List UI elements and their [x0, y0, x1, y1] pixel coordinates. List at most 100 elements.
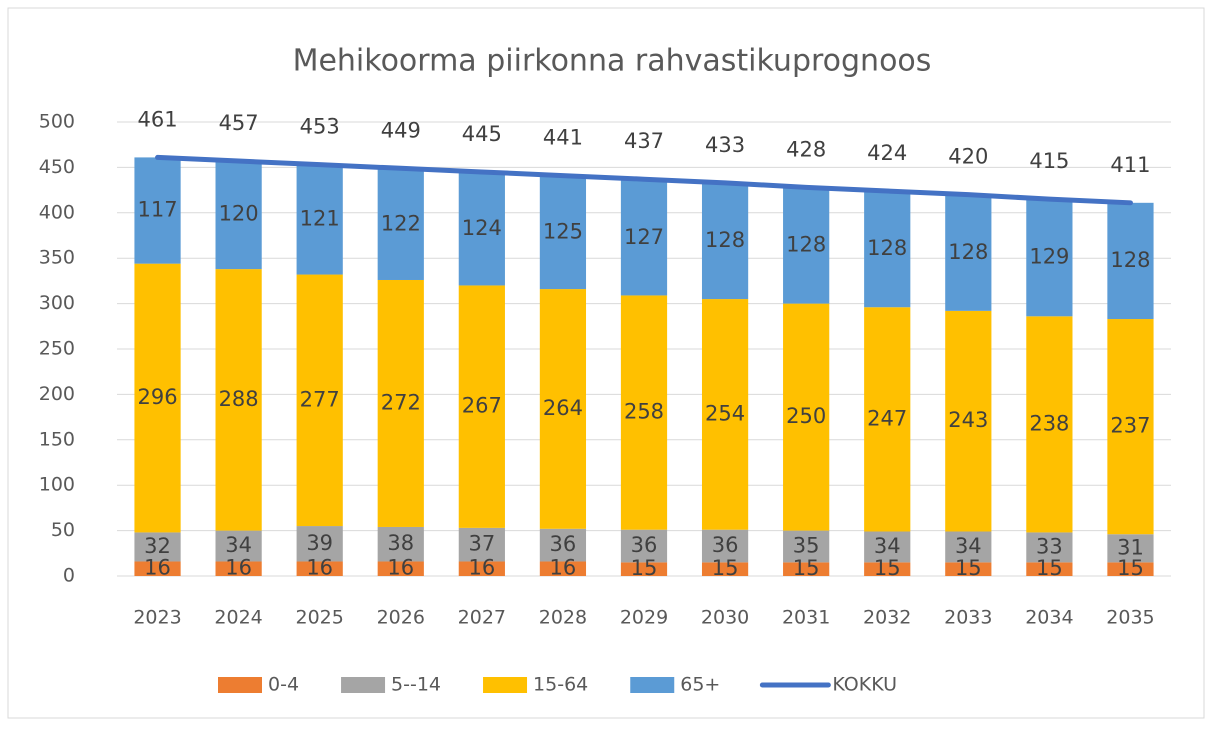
- x-tick-label: 2027: [458, 607, 506, 629]
- x-tick-label: 2032: [863, 607, 911, 629]
- data-label: 15: [955, 556, 982, 580]
- data-label: 16: [144, 556, 171, 580]
- bar-segment: [215, 530, 262, 562]
- bar-segment: [783, 530, 830, 563]
- bar-segment: [1107, 319, 1154, 535]
- y-tick-label: 150: [39, 428, 75, 450]
- data-label: 129: [1029, 245, 1069, 269]
- bar-segment: [864, 307, 911, 532]
- bar-segment: [945, 531, 992, 563]
- bar-segment: [620, 295, 668, 530]
- data-label: 267: [462, 394, 502, 418]
- data-label: 424: [867, 141, 907, 165]
- data-label: 120: [219, 202, 259, 226]
- x-tick-label: 2028: [539, 607, 587, 629]
- legend-label: 5--14: [391, 674, 441, 696]
- data-label: 461: [137, 107, 177, 131]
- legend-swatch: [218, 677, 262, 693]
- bar-segment: [1026, 532, 1073, 563]
- data-label: 415: [1029, 149, 1069, 173]
- bar-segment: [296, 164, 343, 275]
- data-label: 38: [387, 531, 414, 555]
- bar-segment: [215, 269, 262, 531]
- y-tick-label: 500: [39, 111, 75, 133]
- data-label: 277: [300, 387, 340, 411]
- bar-segment: [945, 562, 992, 576]
- data-label: 437: [624, 129, 664, 153]
- x-tick-label: 2034: [1025, 607, 1073, 629]
- data-label: 34: [874, 534, 901, 558]
- bar-segment: [539, 175, 587, 290]
- bar-segment: [539, 528, 587, 562]
- chart-title: Mehikoorma piirkonna rahvastikuprognoos: [293, 44, 932, 79]
- bar-segment: [296, 561, 343, 576]
- bar-segment: [1107, 534, 1154, 563]
- data-label: 15: [1117, 556, 1144, 580]
- data-label: 420: [948, 145, 988, 169]
- data-label: 128: [705, 228, 745, 252]
- data-label: 16: [550, 556, 577, 580]
- bar-segment: [377, 279, 424, 527]
- data-label: 254: [705, 401, 745, 425]
- bar-segment: [377, 526, 424, 562]
- legend-swatch: [341, 677, 386, 693]
- data-label: 36: [712, 533, 739, 557]
- data-label: 124: [462, 216, 502, 240]
- data-label: 411: [1110, 153, 1150, 177]
- data-label: 39: [306, 531, 333, 555]
- legend-swatch: [483, 677, 528, 693]
- bar-segment: [620, 562, 668, 576]
- bar-segment: [458, 561, 505, 576]
- bar-segment: [134, 532, 181, 562]
- data-label: 243: [948, 408, 988, 432]
- bar-segment: [620, 529, 668, 563]
- data-label: 296: [137, 385, 177, 409]
- bar-segment: [134, 561, 181, 576]
- data-label: 16: [225, 556, 252, 580]
- data-label: 15: [1036, 556, 1063, 580]
- bar-segment: [1107, 562, 1154, 576]
- bar-segment: [1026, 562, 1073, 576]
- data-label: 35: [793, 533, 820, 557]
- data-label: 31: [1117, 535, 1144, 559]
- data-label: 121: [300, 207, 340, 231]
- y-tick-label: 400: [39, 201, 75, 223]
- data-label: 16: [387, 556, 414, 580]
- y-tick-label: 200: [39, 383, 75, 405]
- data-label: 128: [948, 240, 988, 264]
- bar-segment: [701, 529, 749, 563]
- bar-segment: [1026, 199, 1073, 317]
- y-tick-label: 300: [39, 292, 75, 314]
- y-tick-label: 250: [39, 338, 75, 360]
- data-label: 117: [137, 198, 177, 222]
- data-label: 258: [624, 400, 664, 424]
- data-label: 250: [786, 404, 826, 428]
- bar-segment: [1107, 202, 1154, 320]
- bar-segment: [377, 561, 424, 576]
- data-label: 428: [786, 137, 826, 161]
- bar-segment: [458, 172, 505, 286]
- bar-segment: [458, 527, 505, 562]
- data-label: 445: [462, 122, 502, 146]
- data-label: 127: [624, 225, 664, 249]
- bar-segment: [215, 561, 262, 576]
- data-label: 457: [219, 111, 259, 135]
- bar-segment: [377, 169, 424, 280]
- x-tick-label: 2029: [620, 607, 668, 629]
- data-label: 453: [300, 115, 340, 139]
- data-label: 272: [381, 390, 421, 414]
- data-label: 15: [874, 556, 901, 580]
- bar-segment: [296, 274, 343, 527]
- data-label: 15: [793, 556, 820, 580]
- y-tick-label: 450: [39, 156, 75, 178]
- bar-segment: [458, 285, 505, 528]
- bar-segment: [215, 160, 262, 270]
- bar-segment: [783, 303, 830, 531]
- bar-segment: [296, 526, 343, 562]
- bar-segment: [1026, 316, 1073, 533]
- data-label: 37: [468, 532, 495, 556]
- data-label: 122: [381, 212, 421, 236]
- x-tick-label: 2031: [782, 607, 830, 629]
- data-label: 36: [550, 532, 577, 556]
